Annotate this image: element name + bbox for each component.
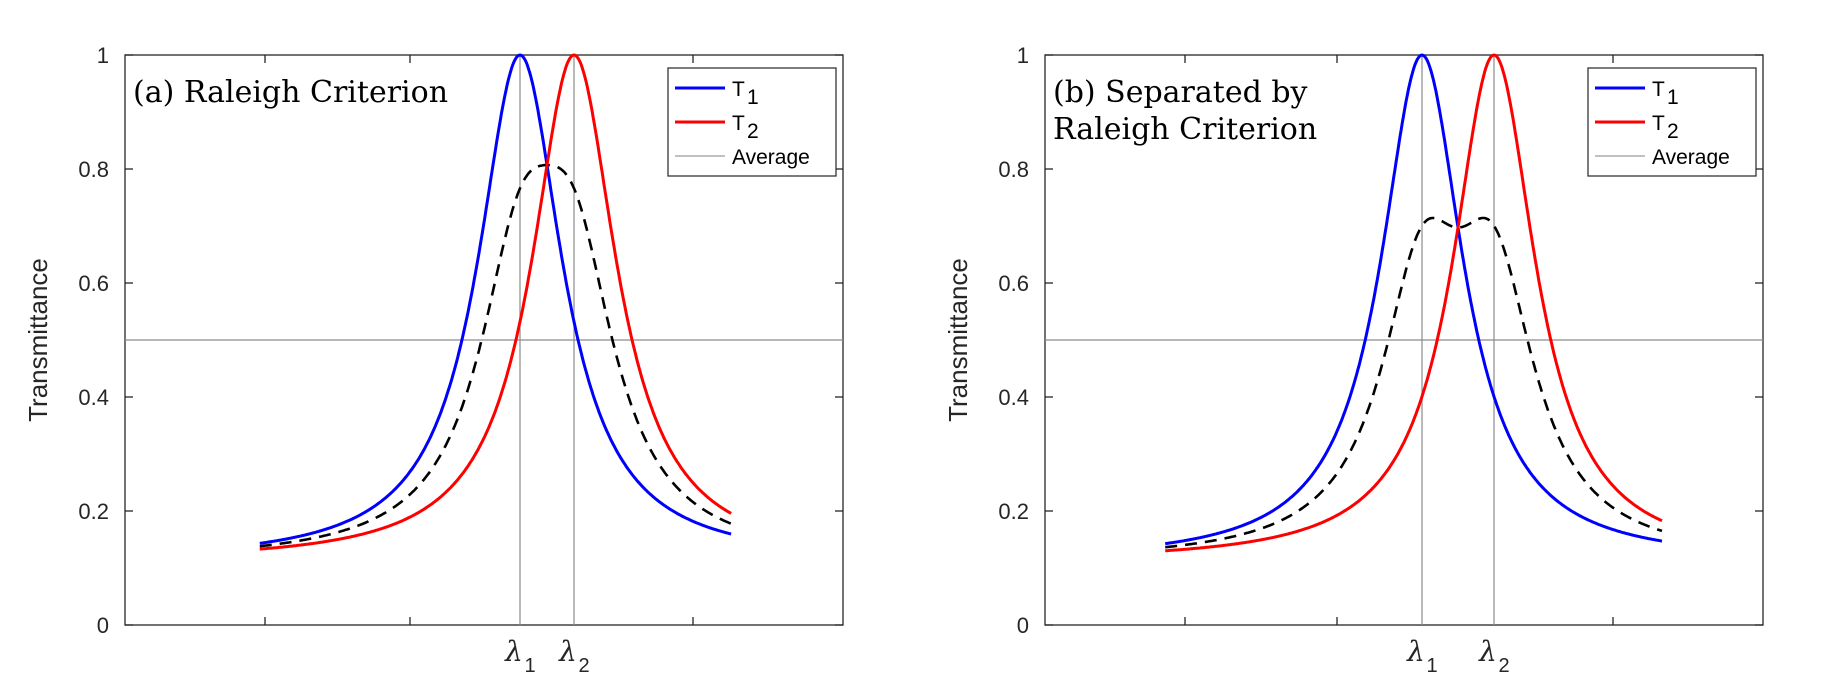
legend-label: Average — [732, 146, 810, 169]
legend-label: T — [1652, 78, 1665, 101]
x-tick-label-subscript: 1 — [524, 655, 535, 677]
legend: T 1T 2 Average — [667, 67, 837, 177]
series-average-line — [259, 163, 732, 548]
y-tick-label: 0.2 — [78, 499, 109, 524]
y-tick-label: 0.4 — [78, 385, 109, 410]
series-t1-line — [259, 53, 732, 545]
panel-title-line: Raleigh Criterion — [1053, 112, 1317, 147]
y-tick-label: 0 — [97, 613, 109, 638]
legend-label: Average — [1652, 146, 1730, 169]
legend: T 1T 2 Average — [1587, 67, 1757, 177]
legend-label: T — [1652, 112, 1665, 135]
y-tick-label: 0 — [1017, 613, 1029, 638]
y-tick-label: 1 — [97, 43, 109, 68]
x-tick-label-lambda: λ — [558, 635, 577, 668]
y-tick-label: 0.6 — [78, 271, 109, 296]
x-tick-label-subscript: 2 — [1498, 655, 1509, 677]
y-tick-label: 0.2 — [998, 499, 1029, 524]
series-t2-line — [1165, 53, 1663, 553]
series-t1-line — [1164, 53, 1663, 546]
legend-label-subscript: 2 — [1667, 120, 1679, 143]
x-tick-label-lambda: λ — [1406, 635, 1425, 668]
legend-label-subscript: 1 — [747, 86, 759, 109]
x-tick-label-subscript: 2 — [578, 655, 589, 677]
y-tick-label: 0.4 — [998, 385, 1029, 410]
panel-title-line: (b) Separated by — [1053, 75, 1308, 110]
panel-title-line: (a) Raleigh Criterion — [133, 75, 448, 110]
x-tick-label-subscript: 1 — [1426, 655, 1437, 677]
x-tick-label-lambda: λ — [1478, 635, 1497, 668]
y-tick-label: 0.8 — [998, 157, 1029, 182]
legend-label: T — [732, 78, 745, 101]
x-tick-label-lambda: λ — [504, 635, 523, 668]
y-tick-label: 1 — [1017, 43, 1029, 68]
y-axis-label: Transmittance — [23, 258, 53, 422]
y-axis-label: Transmittance — [943, 258, 973, 422]
legend-label-subscript: 2 — [747, 120, 759, 143]
series-t2-line — [259, 53, 732, 551]
y-tick-label: 0.8 — [78, 157, 109, 182]
legend-label: T — [732, 112, 745, 135]
series-average-line — [1165, 216, 1663, 549]
legend-label-subscript: 1 — [1667, 86, 1679, 109]
y-tick-label: 0.6 — [998, 271, 1029, 296]
